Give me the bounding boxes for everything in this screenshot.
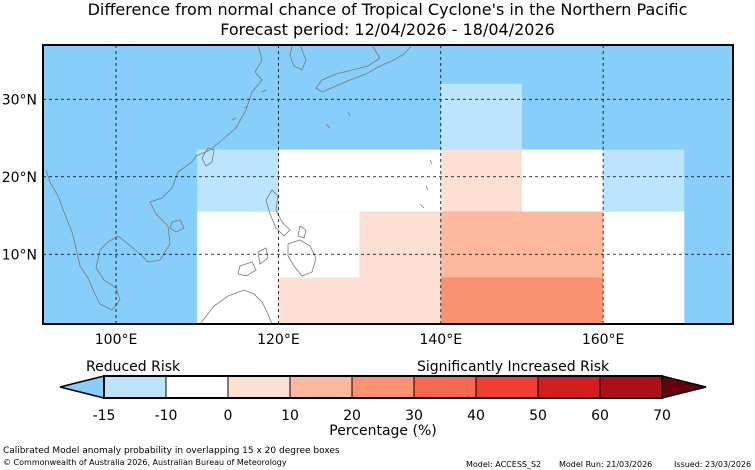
hainan-coastline	[169, 219, 185, 233]
forecast-period: Forecast period: 12/04/2026 - 18/04/2026	[220, 20, 555, 39]
latitude-ticks: 30°N 20°N 10°N	[2, 92, 37, 263]
colorbar-frame	[103, 375, 663, 399]
colorbar-tick-label: 70	[653, 408, 671, 424]
footer-copyright: © Commonwealth of Australia 2026, Austra…	[3, 458, 287, 467]
anomaly-cell-10	[440, 211, 604, 278]
anomaly-cell-11	[440, 277, 604, 324]
colorbar-segment-3	[289, 375, 353, 399]
anomaly-cell-2	[603, 149, 685, 212]
gridlines	[43, 45, 733, 324]
lat-tick-label: 20°N	[2, 170, 37, 186]
colorbar-tick-label: 60	[591, 408, 609, 424]
colorbar-tick-label: 10	[281, 408, 299, 424]
map-frame	[42, 44, 734, 325]
anomaly-cell-3	[278, 149, 441, 212]
taiwan-coastline	[201, 147, 215, 167]
colorbar-segment-6	[475, 375, 539, 399]
colorbar-over-arrow	[661, 375, 707, 399]
colorbar-tick-label: 0	[224, 408, 233, 424]
colorbar-segment-4	[351, 375, 415, 399]
increased-risk-label: Significantly Increased Risk	[417, 359, 610, 375]
korea-coastline	[289, 45, 307, 71]
philippines-coastline	[237, 189, 317, 277]
footer-issued: Issued: 23/03/2026	[674, 460, 752, 469]
colorbar-tick-label: -10	[155, 408, 178, 424]
ryukyu-islands	[231, 89, 351, 129]
footer-caption: Calibrated Model anomaly probability in …	[3, 446, 340, 456]
colorbar-tick-label: -15	[93, 408, 116, 424]
longitude-ticks: 100°E 120°E 140°E 160°E	[95, 332, 625, 348]
mainland-coastline	[45, 45, 263, 311]
colorbar-segment-5	[413, 375, 477, 399]
anomaly-cell-1	[197, 149, 279, 212]
mariana-islands	[419, 159, 433, 209]
lon-tick-label: 120°E	[257, 332, 300, 348]
colorbar-under-arrow	[59, 375, 105, 399]
colorbar-tick-label: 50	[529, 408, 547, 424]
colorbar-segment-7	[537, 375, 601, 399]
lon-tick-label: 100°E	[95, 332, 138, 348]
lon-tick-label: 160°E	[582, 332, 625, 348]
colorbar-tick-label: 30	[405, 408, 423, 424]
lat-tick-label: 30°N	[2, 92, 37, 108]
colorbar-segment-2	[227, 375, 291, 399]
colorbar-segment-1	[165, 375, 229, 399]
lat-tick-label: 10°N	[2, 247, 37, 263]
footer-model: Model: ACCESS_S2	[466, 460, 542, 469]
japan-coastline	[315, 45, 413, 93]
colorbar-tick-label: 20	[343, 408, 361, 424]
coastlines	[45, 45, 433, 324]
anomaly-cell-7	[603, 211, 685, 324]
anomaly-cell-4	[521, 149, 604, 212]
anomaly-cell-0	[440, 83, 522, 150]
anomaly-cell-6	[359, 211, 441, 278]
reduced-risk-label: Reduced Risk	[86, 359, 181, 375]
colorbar-xlabel: Percentage (%)	[329, 423, 436, 439]
colorbar-segment-8	[599, 375, 663, 399]
anomaly-cell-9	[278, 277, 441, 324]
colorbar	[59, 375, 707, 399]
colorbar-ticks: -15 -10 0 10 20 30 40 50 60 70	[93, 408, 671, 424]
colorbar-segment-0	[103, 375, 167, 399]
anomaly-cell-8	[440, 149, 522, 212]
borneo-coastline	[199, 289, 273, 324]
colorbar-tick-label: 40	[467, 408, 485, 424]
lon-tick-label: 140°E	[419, 332, 462, 348]
chart-title: Difference from normal chance of Tropica…	[87, 0, 688, 19]
footer-model-run: Model Run: 21/03/2026	[559, 460, 653, 469]
